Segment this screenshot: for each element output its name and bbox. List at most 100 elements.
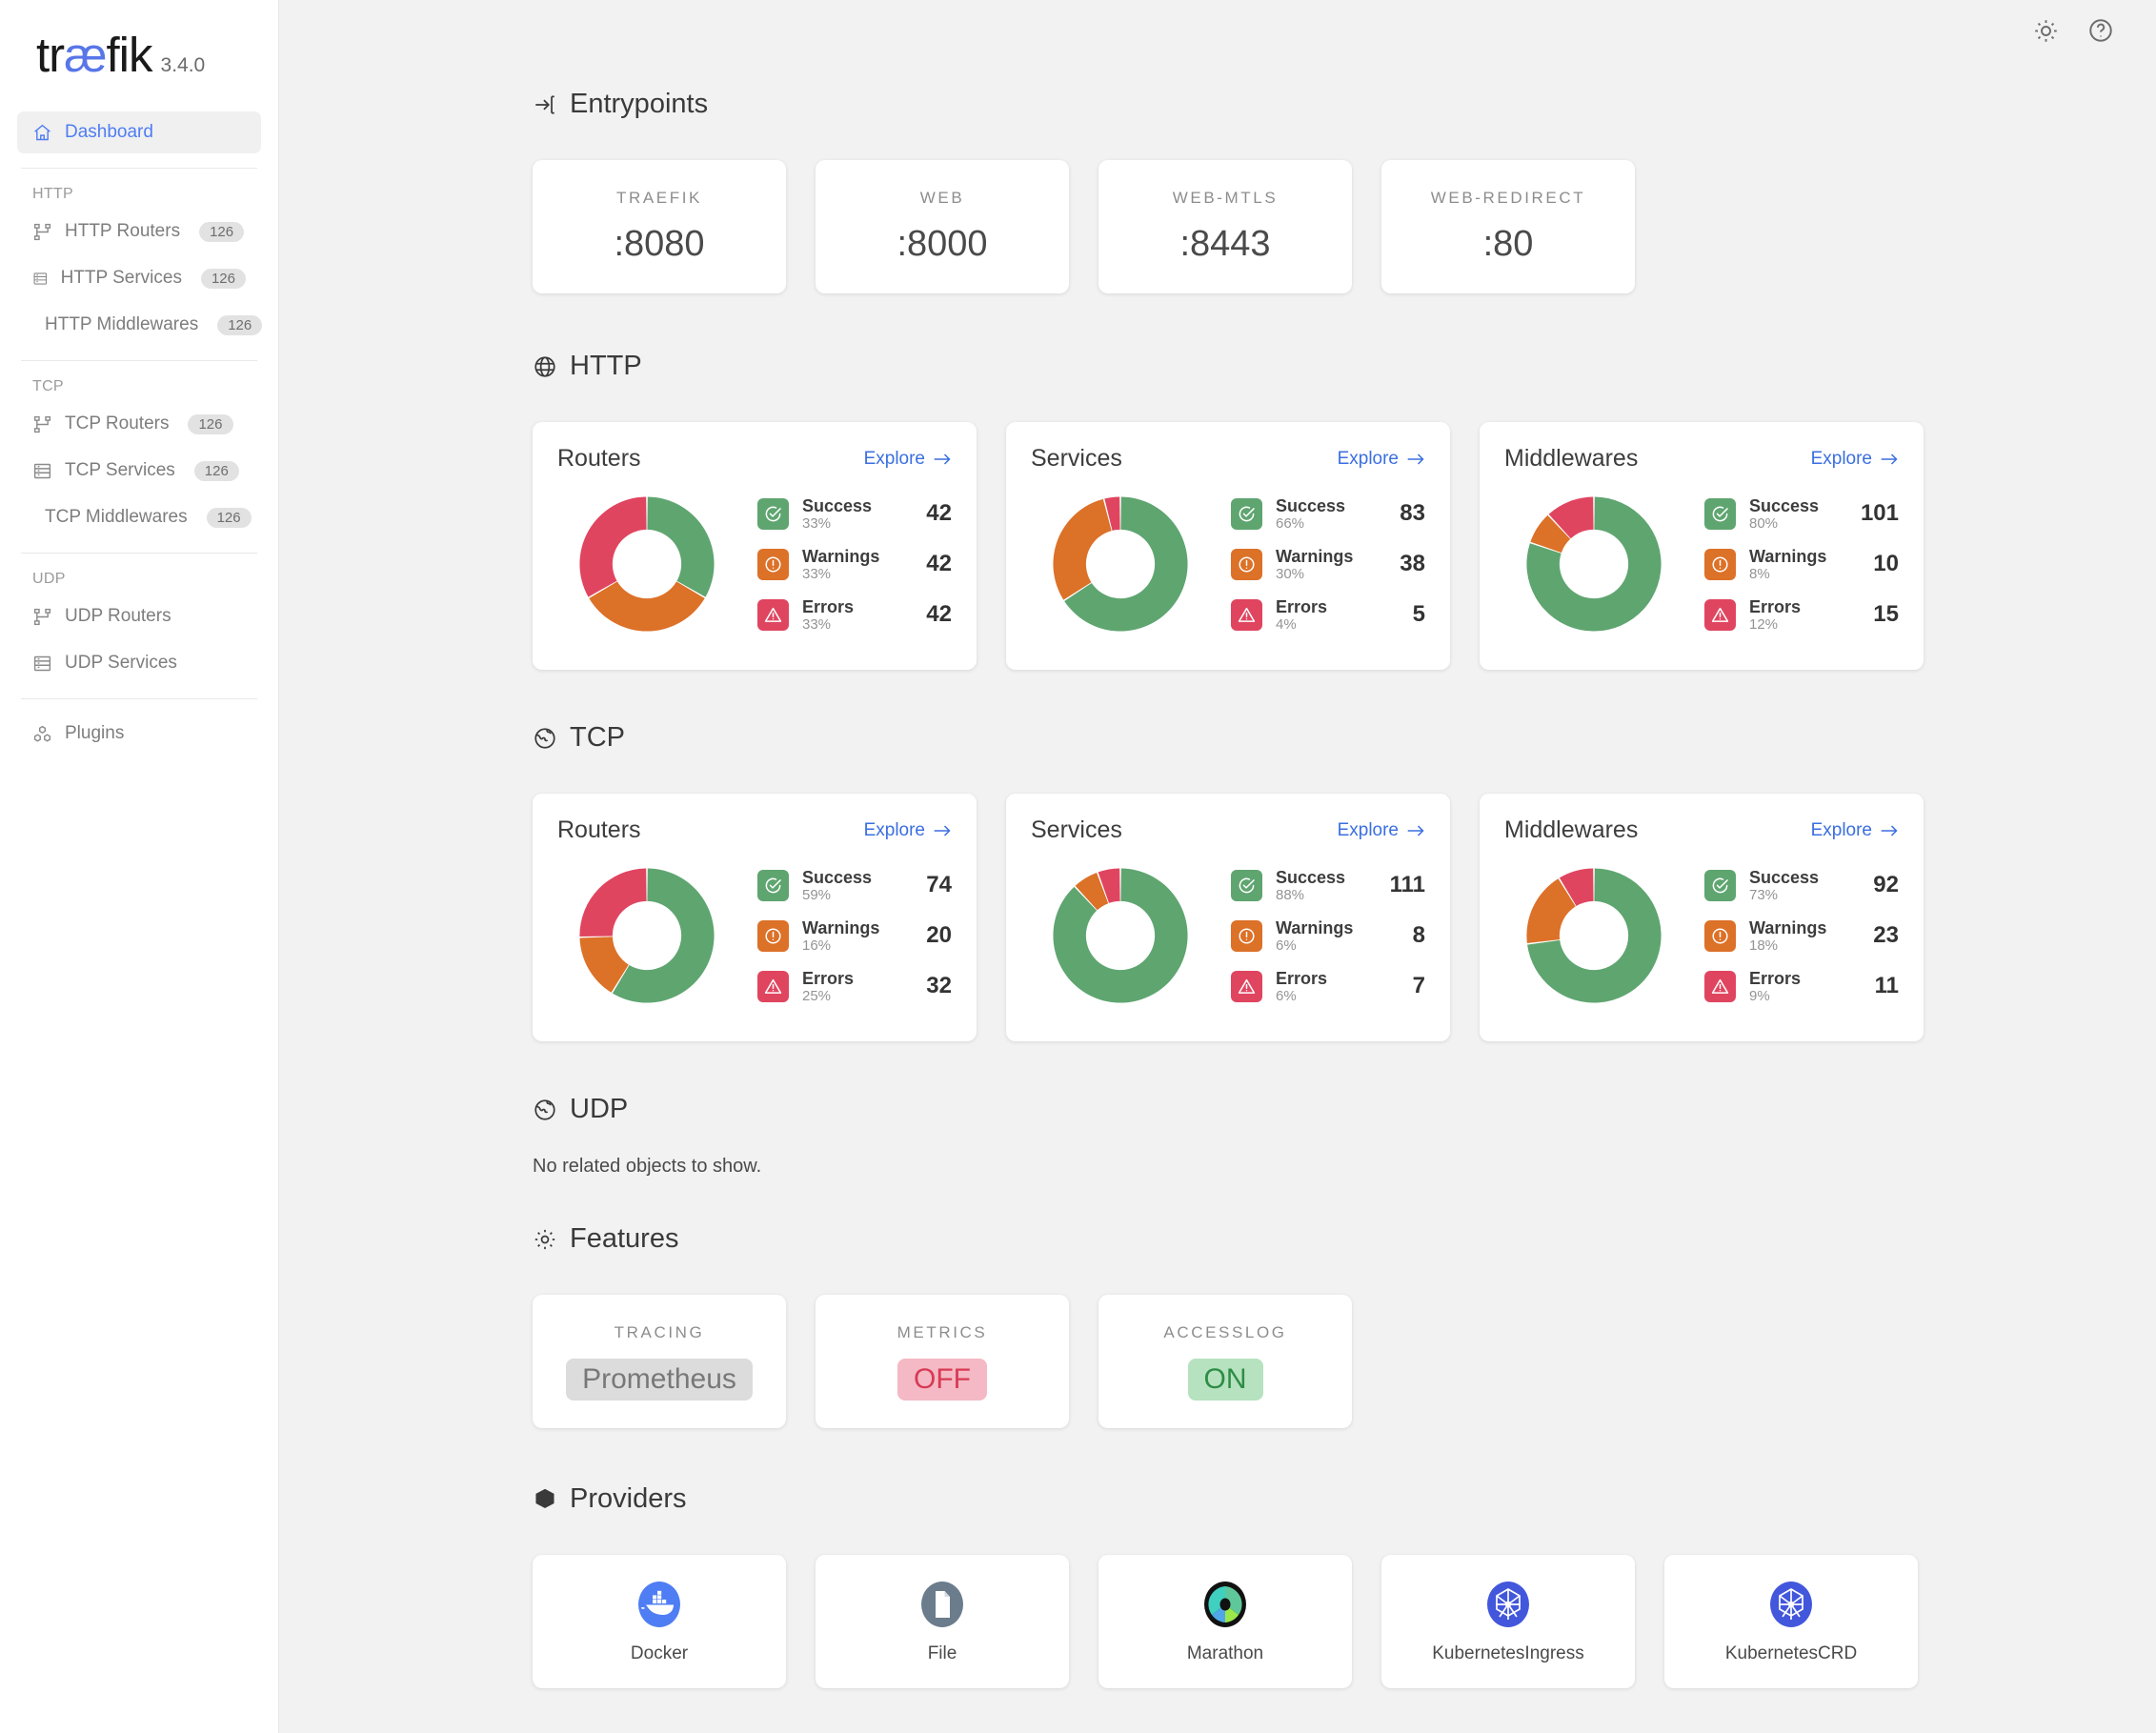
legend-row: Warnings 18% 23 (1704, 911, 1899, 961)
legend-badge-warnings (1231, 919, 1262, 952)
section-title: Features (570, 1223, 679, 1254)
entrypoint-card[interactable]: WEB-MTLS :8443 (1098, 160, 1352, 293)
sidebar-item-http-middlewares[interactable]: HTTP Middlewares 126 (17, 304, 263, 346)
explore-label: Explore (1810, 819, 1872, 840)
sidebar-item-plugins[interactable]: Plugins (17, 713, 261, 755)
sidebar-item-label: TCP Routers (65, 413, 170, 433)
explore-link[interactable]: Explore (864, 449, 952, 470)
feature-card-metrics: METRICS OFF (816, 1295, 1069, 1428)
entrypoint-port: :8443 (1179, 224, 1271, 264)
provider-card-docker[interactable]: Docker (533, 1555, 786, 1688)
stat-card-title: Routers (557, 445, 641, 472)
section-title: UDP (570, 1094, 629, 1124)
sidebar-group-udp: UDP (32, 571, 66, 587)
legend-badge-errors (757, 598, 789, 631)
explore-link[interactable]: Explore (1338, 449, 1425, 470)
legend-label: Success (802, 495, 873, 515)
legend-label: Errors (1276, 968, 1328, 988)
legend-badge-warnings (757, 548, 789, 580)
section-header-entrypoints: Entrypoints (533, 89, 2156, 120)
legend-row: Success 33% 42 (757, 489, 952, 539)
legend-row: Success 80% 101 (1704, 489, 1899, 539)
legend-label: Errors (802, 968, 855, 988)
provider-name: Marathon (1186, 1643, 1264, 1663)
provider-card-file[interactable]: File (816, 1555, 1069, 1688)
donut-chart (1053, 496, 1188, 632)
legend-badge-success (1704, 497, 1736, 530)
sidebar-item-badge: 126 (206, 507, 252, 528)
sidebar-divider (21, 553, 257, 554)
feature-value: ON (1187, 1358, 1263, 1401)
sidebar-item-badge: 126 (200, 268, 246, 289)
sidebar-item-http-services[interactable]: HTTP Services 126 (17, 257, 261, 299)
arrow-right-icon (1407, 824, 1424, 836)
sidebar-item-label: TCP Services (65, 460, 175, 480)
brand-logo[interactable]: træfik 3.4.0 (17, 0, 261, 83)
entrypoints-cards: TRAEFIK :8080 WEB :8000 WEB-MTLS :8443 W… (533, 160, 2156, 293)
sidebar-item-http-routers[interactable]: HTTP Routers 126 (17, 211, 261, 252)
provider-name: KubernetesCRD (1724, 1643, 1858, 1663)
help-circle-icon[interactable] (2087, 17, 2114, 44)
stat-card-tcp-middlewares: Middlewares Explore Success 73% 92 Warni… (1480, 794, 1924, 1041)
legend-value: 111 (1389, 872, 1425, 897)
legend-row: Warnings 30% 38 (1231, 539, 1425, 590)
explore-link[interactable]: Explore (1811, 820, 1899, 841)
legend-percent: 88% (1276, 886, 1305, 903)
marathon-icon (1204, 1582, 1246, 1627)
sidebar-item-label: UDP Services (65, 653, 177, 673)
sidebar-item-tcp-middlewares[interactable]: TCP Middlewares 126 (17, 496, 261, 538)
legend-row: Errors 4% 5 (1231, 590, 1425, 640)
entrypoint-card[interactable]: WEB :8000 (816, 160, 1069, 293)
sidebar-item-badge: 126 (193, 460, 239, 481)
provider-card-kubernetesingress[interactable]: KubernetesIngress (1381, 1555, 1635, 1688)
explore-label: Explore (863, 448, 925, 469)
entrypoint-port: :8080 (614, 224, 705, 264)
stat-card-header: Middlewares Explore (1504, 816, 1899, 844)
legend-percent: 6% (1276, 937, 1297, 954)
entrypoint-name: WEB-MTLS (1172, 189, 1279, 207)
explore-link[interactable]: Explore (864, 820, 952, 841)
feature-value: Prometheus (566, 1358, 753, 1401)
provider-card-kubernetescrd[interactable]: KubernetesCRD (1664, 1555, 1918, 1688)
file-icon (921, 1582, 963, 1627)
explore-label: Explore (1337, 448, 1399, 469)
legend-badge-errors (1231, 598, 1262, 631)
entrypoint-card[interactable]: WEB-REDIRECT :80 (1381, 160, 1635, 293)
section-header-features: Features (533, 1223, 2156, 1255)
stat-card-header: Routers Explore (557, 445, 952, 473)
stat-legend: Success 88% 111 Warnings 6% 8 Errors 6% … (1231, 860, 1425, 1012)
section-title: HTTP (570, 351, 642, 381)
legend-value: 20 (926, 922, 952, 948)
services-icon (33, 272, 48, 285)
sidebar-group-tcp: TCP (32, 378, 64, 394)
services-icon (33, 463, 51, 478)
gear-icon (534, 1229, 555, 1249)
legend-label: Success (802, 867, 873, 887)
stat-card-body: Success 73% 92 Warnings 18% 23 Errors 9%… (1504, 856, 1899, 1016)
sidebar-item-udp-routers[interactable]: UDP Routers (17, 595, 261, 637)
sidebar-item-dashboard[interactable]: Dashboard (17, 111, 261, 153)
explore-link[interactable]: Explore (1338, 820, 1425, 841)
sidebar-divider (21, 698, 257, 699)
sidebar-item-badge: 126 (217, 314, 263, 335)
explore-link[interactable]: Explore (1811, 449, 1899, 470)
legend-label: Warnings (802, 917, 880, 937)
sidebar-item-udp-services[interactable]: UDP Services (17, 642, 261, 684)
legend-label: Errors (802, 596, 855, 616)
legend-row: Success 88% 111 (1231, 860, 1425, 911)
legend-badge-success (1231, 869, 1262, 901)
sidebar-item-tcp-services[interactable]: TCP Services 126 (17, 450, 261, 492)
legend-percent: 73% (1749, 886, 1779, 903)
sun-icon[interactable] (2033, 18, 2059, 44)
sidebar-item-tcp-routers[interactable]: TCP Routers 126 (17, 403, 261, 445)
legend-badge-warnings (1231, 548, 1262, 580)
legend-row: Errors 9% 11 (1704, 961, 1899, 1012)
stat-legend: Success 66% 83 Warnings 30% 38 Errors 4%… (1231, 489, 1425, 640)
entrypoint-card[interactable]: TRAEFIK :8080 (533, 160, 786, 293)
main-content: Entrypoints TRAEFIK :8080 WEB :8000 WEB-… (279, 0, 2156, 1733)
globe-alt-icon (534, 1098, 555, 1120)
legend-value: 74 (926, 872, 952, 897)
legend-row: Success 66% 83 (1231, 489, 1425, 539)
legend-badge-errors (1704, 970, 1736, 1002)
provider-card-marathon[interactable]: Marathon (1098, 1555, 1352, 1688)
